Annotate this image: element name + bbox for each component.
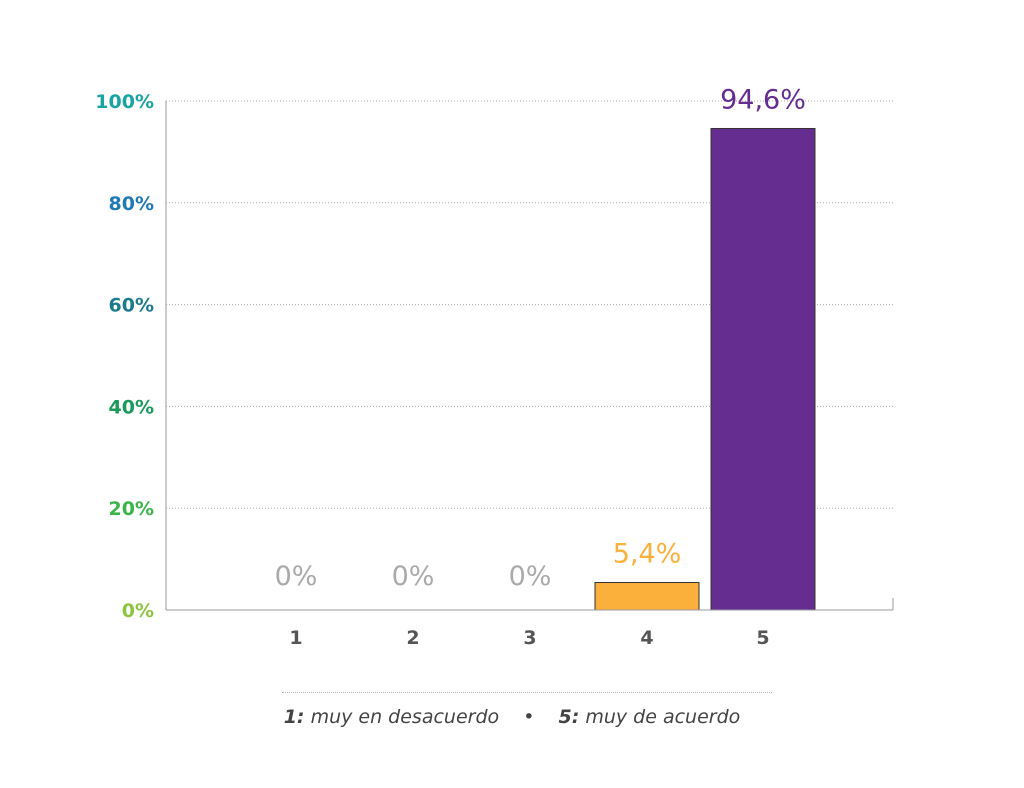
legend-high-key: 5: muy de acuerdo — [558, 706, 741, 728]
y-tick-label: 20% — [109, 498, 154, 520]
x-axis-labels: 1 2 3 4 5 — [289, 627, 769, 649]
grid-lines — [166, 100, 893, 509]
y-tick-label: 40% — [109, 396, 154, 418]
bar-chart: 0% 20% 40% 60% 80% 100% 1 2 3 4 5 0% 0% 0% 5,4% 94,6% — [95, 84, 894, 649]
x-tick-label: 3 — [523, 627, 536, 649]
legend: 1: muy en desacuerdo • 5: muy de acuerdo — [0, 706, 1024, 728]
y-tick-label: 80% — [109, 193, 154, 215]
x-tick-label: 4 — [640, 627, 653, 649]
data-label-1: 0% — [275, 561, 318, 592]
x-tick-label: 1 — [289, 627, 302, 649]
bar-5 — [710, 127, 816, 611]
x-tick-label: 5 — [756, 627, 769, 649]
bar-4 — [594, 582, 700, 611]
y-tick-label: 100% — [95, 91, 154, 113]
data-label-4: 5,4% — [613, 539, 682, 570]
y-axis-ticks: 0% 20% 40% 60% 80% 100% — [95, 91, 154, 622]
data-labels: 0% 0% 0% 5,4% 94,6% — [275, 84, 806, 592]
data-label-5: 94,6% — [720, 84, 806, 115]
data-label-3: 0% — [509, 561, 552, 592]
bars — [594, 127, 816, 611]
x-tick-label: 2 — [406, 627, 419, 649]
y-tick-label: 0% — [122, 600, 154, 622]
y-tick-label: 60% — [109, 295, 154, 317]
legend-low-key: 1: muy en desacuerdo — [283, 706, 500, 728]
axes — [165, 101, 894, 611]
legend-separator: • — [523, 706, 535, 728]
legend-divider — [282, 692, 772, 693]
data-label-2: 0% — [392, 561, 435, 592]
